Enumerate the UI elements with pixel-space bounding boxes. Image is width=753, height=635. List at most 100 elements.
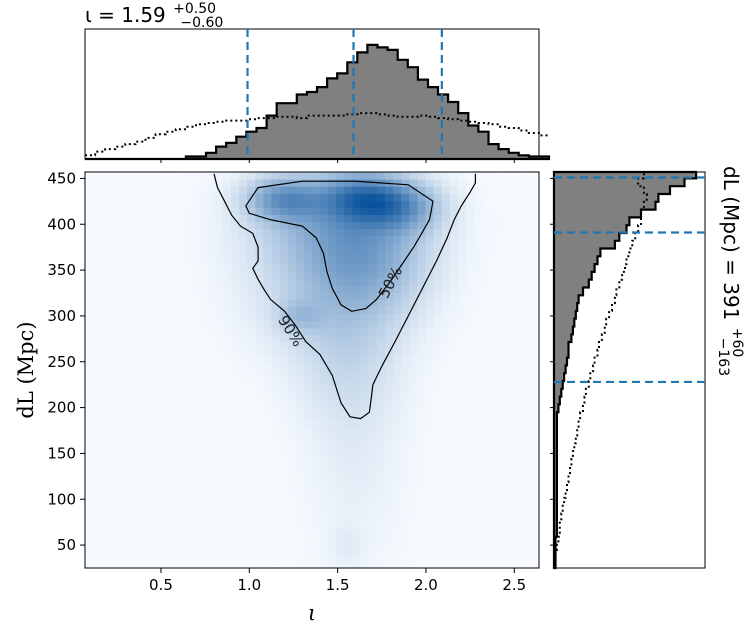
- density-cell: [141, 221, 151, 230]
- density-cell: [182, 426, 191, 435]
- density-cell: [409, 313, 418, 322]
- density-cell: [336, 271, 346, 279]
- density-cell: [214, 511, 224, 520]
- density-cell: [336, 355, 346, 364]
- density-cell: [425, 249, 435, 258]
- density-cell: [368, 320, 378, 329]
- density-cell: [206, 469, 216, 477]
- density-cell: [433, 504, 443, 513]
- density-cell: [149, 469, 159, 477]
- density-cell: [506, 553, 516, 562]
- density-cell: [320, 278, 329, 286]
- density-cell: [506, 235, 516, 244]
- density-cell: [320, 214, 329, 223]
- density-cell: [101, 228, 110, 237]
- density-cell: [457, 214, 467, 223]
- density-cell: [409, 405, 418, 414]
- density-cell: [271, 419, 281, 428]
- density-cell: [190, 200, 200, 208]
- density-cell: [490, 362, 500, 371]
- density-cell: [174, 362, 183, 371]
- density-cell: [514, 256, 524, 265]
- density-cell: [157, 186, 167, 194]
- density-cell: [409, 483, 418, 491]
- density-cell: [247, 313, 256, 322]
- density-cell: [157, 263, 167, 272]
- density-cell: [457, 235, 467, 244]
- density-cell: [417, 320, 427, 329]
- density-cell: [522, 263, 532, 272]
- density-cell: [287, 553, 297, 562]
- density-cell: [506, 362, 516, 371]
- density-cell: [206, 532, 216, 541]
- density-cell: [247, 285, 256, 293]
- density-cell: [344, 214, 354, 223]
- density-cell: [133, 518, 143, 527]
- density-cell: [441, 285, 451, 293]
- density-cell: [490, 469, 500, 477]
- density-cell: [474, 539, 483, 548]
- density-cell: [263, 539, 273, 548]
- density-cell: [133, 476, 143, 484]
- density-cell: [239, 186, 248, 194]
- density-cell: [190, 341, 200, 350]
- density-cell: [117, 461, 127, 470]
- density-cell: [303, 214, 313, 223]
- density-cell: [214, 263, 224, 272]
- density-cell: [174, 299, 183, 307]
- density-cell: [230, 447, 240, 456]
- density-cell: [522, 320, 532, 329]
- density-cell: [449, 454, 459, 463]
- density-cell: [125, 207, 135, 216]
- density-cell: [490, 384, 500, 392]
- density-cell: [449, 546, 459, 555]
- density-cell: [409, 539, 418, 548]
- density-cell: [409, 228, 418, 237]
- density-cell: [401, 398, 410, 406]
- density-cell: [109, 377, 119, 385]
- density-cell: [101, 221, 110, 230]
- density-cell: [393, 214, 402, 223]
- density-cell: [368, 426, 378, 435]
- density-cell: [514, 490, 524, 498]
- density-cell: [417, 391, 427, 399]
- density-cell: [125, 278, 135, 286]
- density-cell: [360, 214, 370, 223]
- density-cell: [376, 172, 386, 180]
- density-cell: [506, 546, 516, 555]
- density-cell: [312, 454, 321, 463]
- density-cell: [514, 285, 524, 293]
- density-cell: [514, 362, 524, 371]
- density-cell: [174, 193, 183, 201]
- density-cell: [336, 476, 346, 484]
- density-cell: [182, 221, 191, 230]
- density-cell: [474, 546, 483, 555]
- density-cell: [409, 426, 418, 435]
- density-cell: [384, 249, 394, 258]
- density-cell: [198, 341, 208, 350]
- density-cell: [393, 398, 402, 406]
- density-cell: [336, 560, 346, 568]
- density-cell: [449, 221, 459, 230]
- density-cell: [85, 490, 94, 498]
- density-cell: [287, 518, 297, 527]
- density-cell: [409, 377, 418, 385]
- density-cell: [182, 235, 191, 244]
- density-cell: [320, 476, 329, 484]
- density-cell: [457, 228, 467, 237]
- density-cell: [214, 405, 224, 414]
- density-cell: [328, 391, 337, 399]
- density-cell: [401, 483, 410, 491]
- density-cell: [303, 292, 313, 300]
- density-cell: [93, 179, 102, 187]
- density-cell: [336, 172, 346, 180]
- density-cell: [247, 172, 256, 180]
- density-cell: [117, 546, 127, 555]
- density-cell: [166, 483, 175, 491]
- density-cell: [85, 186, 94, 194]
- density-cell: [255, 419, 264, 428]
- density-cell: [222, 172, 232, 180]
- density-cell: [384, 426, 394, 435]
- density-cell: [157, 469, 167, 477]
- density-cell: [312, 235, 321, 244]
